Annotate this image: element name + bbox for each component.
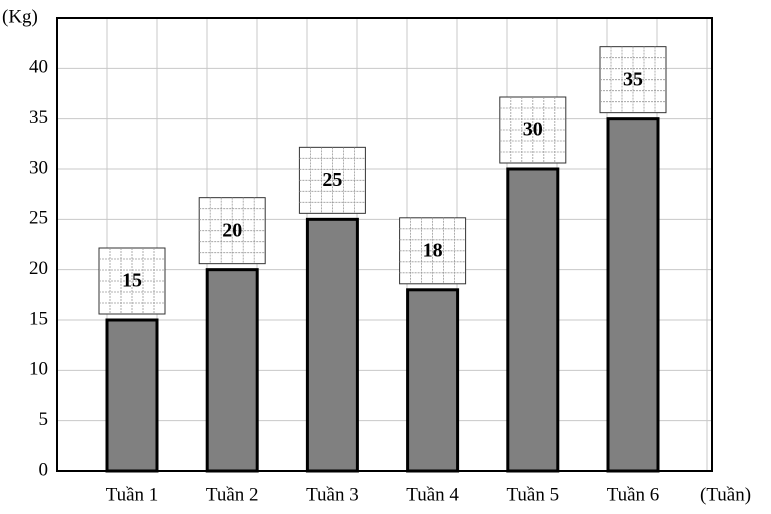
bar bbox=[606, 117, 660, 473]
value-label: 18 bbox=[423, 239, 443, 261]
value-label: 35 bbox=[623, 68, 643, 90]
y-tick-label: 40 bbox=[29, 57, 48, 78]
x-tick-label: Tuần 5 bbox=[506, 484, 559, 505]
y-tick-label: 15 bbox=[29, 308, 48, 329]
bar bbox=[305, 217, 359, 473]
bar bbox=[105, 318, 159, 473]
bar bbox=[506, 167, 560, 473]
y-tick-label: 30 bbox=[29, 157, 48, 178]
value-label: 20 bbox=[222, 219, 242, 241]
y-tick-label: 5 bbox=[39, 409, 49, 430]
bar bbox=[406, 288, 460, 473]
y-axis-label: (Kg) bbox=[2, 6, 38, 27]
plot-border bbox=[56, 17, 713, 472]
y-tick-label: 0 bbox=[39, 459, 49, 480]
value-label: 25 bbox=[322, 169, 342, 191]
x-tick-label: Tuần 4 bbox=[406, 484, 459, 505]
y-tick-label: 35 bbox=[29, 107, 48, 128]
value-label: 15 bbox=[122, 270, 142, 292]
bar bbox=[205, 268, 259, 473]
y-tick-label: 20 bbox=[29, 258, 48, 279]
x-tick-label: Tuần 3 bbox=[306, 484, 359, 505]
x-tick-label: Tuần 6 bbox=[607, 484, 660, 505]
y-tick-label: 10 bbox=[29, 359, 48, 380]
x-tick-label: Tuần 1 bbox=[106, 484, 159, 505]
value-label: 30 bbox=[523, 119, 543, 141]
x-tick-label: Tuần 2 bbox=[206, 484, 259, 505]
x-axis-label: (Tuần) bbox=[700, 484, 751, 505]
y-tick-label: 25 bbox=[29, 208, 48, 229]
